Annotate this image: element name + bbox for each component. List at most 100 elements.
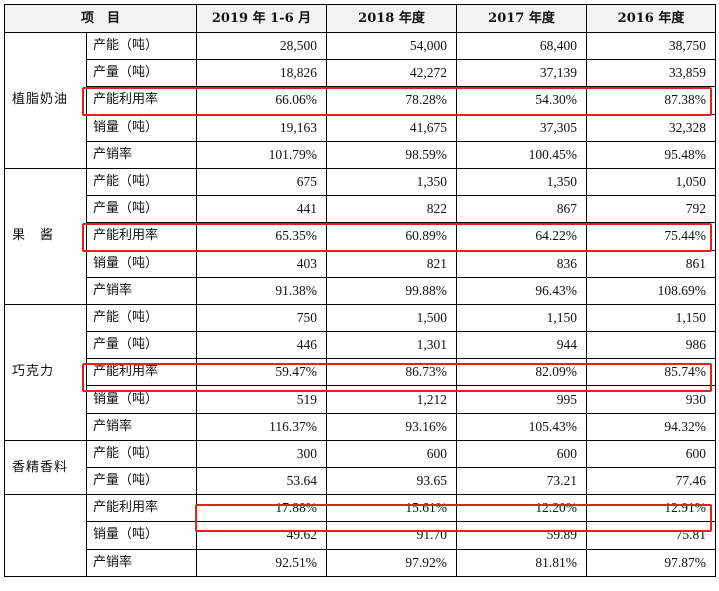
value-cell: 1,050: [586, 167, 717, 197]
table-row: 香精香料 产能（吨） 300 600 600 600: [4, 439, 717, 496]
header-item: 项 目: [3, 4, 198, 33]
item-label-cell: 产销率: [85, 140, 198, 169]
value-cell: 91.70: [326, 521, 458, 550]
header-2017: 2017 年度: [456, 4, 588, 33]
value-cell: 18,826: [196, 59, 328, 88]
value-cell: 995: [456, 385, 588, 414]
value-cell: 65.35%: [196, 222, 328, 251]
value-cell: 49.62: [196, 521, 328, 550]
item-label-cell: 产销率: [85, 548, 198, 577]
table-row: 植脂奶油 产能（吨） 28,500 54,000 68,400 38,750: [4, 31, 717, 169]
header-2016: 2016 年度: [586, 4, 717, 33]
value-cell: 105.43%: [456, 412, 588, 441]
table-row: 销量（吨） 19,163 41,675 37,305 32,328: [5, 113, 717, 142]
value-cell: 28,500: [196, 31, 328, 61]
value-cell: 403: [196, 249, 328, 278]
value-cell: 861: [586, 249, 717, 278]
value-cell: 81.81%: [456, 548, 588, 577]
value-cell: 75.81: [586, 521, 717, 550]
header-2018: 2018 年度: [326, 4, 458, 33]
table-row: 产销率 116.37% 93.16% 105.43% 94.32%: [5, 412, 717, 441]
value-cell: 42,272: [326, 59, 458, 88]
item-label-cell: 产能（吨）: [85, 439, 198, 469]
value-cell: 75.44%: [586, 222, 717, 251]
value-cell: 66.06%: [196, 86, 328, 115]
value-cell: 822: [326, 195, 458, 224]
value-cell: 944: [456, 331, 588, 360]
table-row: 产销率 91.38% 99.88% 96.43% 108.69%: [5, 276, 717, 305]
value-cell: 98.59%: [326, 140, 458, 169]
value-cell: 1,150: [586, 303, 717, 333]
table-row: 产量（吨） 446 1,301 944 986: [5, 331, 717, 360]
value-cell: 441: [196, 195, 328, 224]
value-cell: 91.38%: [196, 276, 328, 305]
capacity-utilization-table: 项 目 2019 年 1-6 月 2018 年度 2017 年度 2016 年度…: [3, 4, 717, 577]
item-label-cell: 产量（吨）: [85, 59, 198, 88]
item-label-cell: 产能（吨）: [85, 167, 198, 197]
value-cell: 37,139: [456, 59, 588, 88]
table-body: 植脂奶油 产能（吨） 28,500 54,000 68,400 38,750 产量（吨） 18…: [4, 31, 717, 577]
item-label-cell: 销量（吨）: [85, 249, 198, 278]
value-cell: 12.20%: [456, 494, 588, 523]
table-row: 销量（吨） 403 821 836 861: [5, 249, 717, 278]
value-cell: 73.21: [456, 466, 588, 496]
table-row: 产销率 92.51% 97.92% 81.81% 97.87%: [5, 548, 717, 577]
item-label-cell: 产销率: [85, 412, 198, 441]
value-cell: 78.28%: [326, 86, 458, 115]
value-cell: 53.64: [196, 466, 328, 496]
value-cell: 17.88%: [196, 494, 328, 523]
item-label-cell: 产量（吨）: [85, 466, 198, 496]
value-cell: 519: [196, 385, 328, 414]
value-cell: 85.74%: [586, 358, 717, 387]
table-row: 产量（吨） 53.64 93.65 73.21 77.46: [5, 466, 717, 496]
value-cell: 792: [586, 195, 717, 224]
item-label-cell: 产能利用率: [85, 494, 198, 523]
value-cell: 64.22%: [456, 222, 588, 251]
table-row: 产量（吨） 441 822 867 792: [5, 195, 717, 224]
value-cell: 1,150: [456, 303, 588, 333]
value-cell: 821: [326, 249, 458, 278]
value-cell: 99.88%: [326, 276, 458, 305]
value-cell: 59.89: [456, 521, 588, 550]
value-cell: 1,212: [326, 385, 458, 414]
table-header-row: 项 目 2019 年 1-6 月 2018 年度 2017 年度 2016 年度: [3, 4, 717, 33]
value-cell: 300: [196, 439, 328, 469]
item-label-cell: 产能（吨）: [85, 31, 198, 61]
value-cell: 12.91%: [586, 494, 717, 523]
value-cell: 1,350: [456, 167, 588, 197]
item-label-cell: 销量（吨）: [85, 521, 198, 550]
table-row: 产销率 101.79% 98.59% 100.45% 95.48%: [5, 140, 717, 169]
value-cell: 37,305: [456, 113, 588, 142]
value-cell: 54,000: [326, 31, 458, 61]
item-label-cell: 产能利用率: [85, 86, 198, 115]
value-cell: 836: [456, 249, 588, 278]
value-cell: 867: [456, 195, 588, 224]
capacity-table-container: 项 目 2019 年 1-6 月 2018 年度 2017 年度 2016 年度…: [3, 4, 717, 577]
item-label-cell: 产量（吨）: [85, 195, 198, 224]
value-cell: 93.65: [326, 466, 458, 496]
value-cell: 15.61%: [326, 494, 458, 523]
header-2019h1: 2019 年 1-6 月: [196, 4, 328, 33]
value-cell: 97.87%: [586, 548, 717, 577]
value-cell: 101.79%: [196, 140, 328, 169]
value-cell: 116.37%: [196, 412, 328, 441]
value-cell: 930: [586, 385, 717, 414]
table-row: 巧克力 产能（吨） 750 1,500 1,150 1,150: [4, 303, 717, 441]
value-cell: 675: [196, 167, 328, 197]
value-cell: 32,328: [586, 113, 717, 142]
item-label-cell: 销量（吨）: [85, 385, 198, 414]
category-cell: 果 酱: [4, 167, 87, 305]
table-row: 销量（吨） 519 1,212 995 930: [5, 385, 717, 414]
value-cell: 33,859: [586, 59, 717, 88]
value-cell: 108.69%: [586, 276, 717, 305]
value-cell: 68,400: [456, 31, 588, 61]
value-cell: 38,750: [586, 31, 717, 61]
value-cell: 94.32%: [586, 412, 717, 441]
table-row: 产能利用率 65.35% 60.89% 64.22% 75.44%: [5, 222, 717, 251]
value-cell: 82.09%: [456, 358, 588, 387]
item-label-cell: 产能利用率: [85, 358, 198, 387]
value-cell: 87.38%: [586, 86, 717, 115]
table-row: 产能利用率 17.88% 15.61% 12.20% 12.91%: [4, 494, 717, 577]
value-cell: 93.16%: [326, 412, 458, 441]
value-cell: 96.43%: [456, 276, 588, 305]
